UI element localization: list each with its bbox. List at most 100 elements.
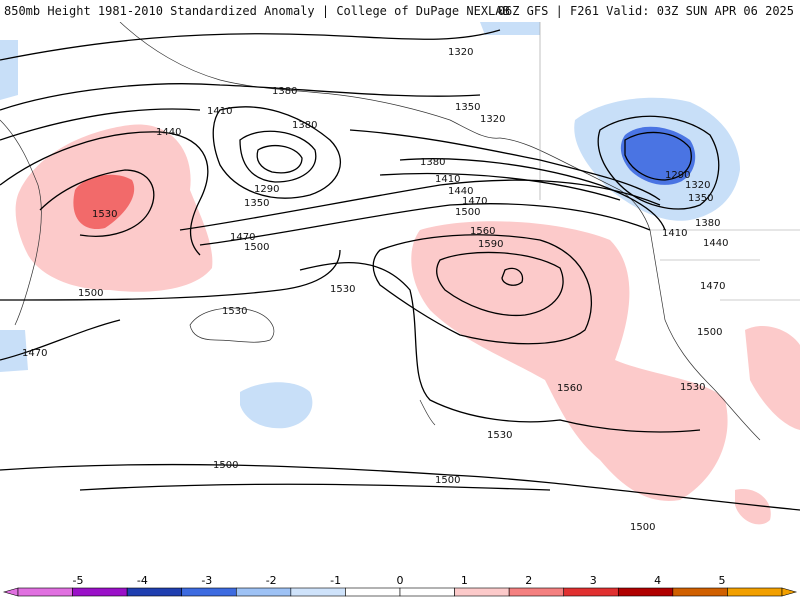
contour-1620-high	[501, 267, 524, 286]
contour-label: 1530	[92, 209, 117, 220]
colorbar-segment	[126, 587, 183, 597]
colorbar-segment	[290, 587, 346, 597]
contour-1320-canada	[597, 115, 720, 210]
contour-label: 1500	[78, 288, 103, 299]
colorbar-segment	[72, 587, 128, 597]
contour-label: 1500	[455, 207, 480, 218]
colorbar-tick-label: -5	[73, 574, 84, 587]
colorbar-tick-label: -3	[201, 574, 212, 587]
contour-label: 1500	[213, 460, 238, 471]
colorbar-segment	[563, 587, 619, 597]
negative-anomaly-nw	[0, 40, 18, 100]
colorbar-segment	[399, 587, 455, 597]
colorbar-segment	[235, 587, 292, 597]
contour-1530-west	[39, 169, 155, 237]
colorbar-tick-label: 4	[654, 574, 661, 587]
colorbar-segment	[345, 587, 401, 597]
strong-positive-anomaly-west	[73, 174, 135, 230]
contour-1320-low	[239, 130, 317, 183]
contour-label: 1470	[700, 281, 725, 292]
colorbar-tick-label: 5	[719, 574, 726, 587]
colorbar-segment	[17, 587, 73, 597]
colorbar-segment	[508, 587, 565, 597]
contour-1290-low	[256, 144, 303, 174]
contour-label: 1380	[420, 157, 445, 168]
contour-label: 1530	[330, 284, 355, 295]
contour-label: 1560	[557, 383, 582, 394]
contour-label: 1350	[688, 193, 713, 204]
contour-label: 1290	[254, 184, 279, 195]
colorbar-ticks: -5 -4 -3 -2 -1 0 1 2 3 4 5	[73, 574, 726, 587]
island-central	[189, 307, 275, 343]
contour-label: 1500	[244, 242, 269, 253]
negative-anomaly-central	[240, 382, 313, 429]
island-south	[419, 399, 436, 426]
height-anomaly-map: 1320 1380 1410 1440 1530 1470 1500 1380 …	[0, 22, 800, 572]
colorbar-segment	[181, 587, 237, 597]
contour-label: 1320	[480, 114, 505, 125]
contour-1530-pacific	[299, 261, 701, 433]
contour-label: 1530	[487, 430, 512, 441]
contour-label: 1440	[156, 127, 181, 138]
contour-1440-mid	[399, 158, 666, 231]
model-run-info: 06Z GFS | F261 Valid: 03Z SUN APR 06 202…	[497, 4, 794, 18]
map-title: 850mb Height 1981-2010 Standardized Anom…	[4, 4, 510, 18]
anomaly-colorbar: -5 -4 -3 -2 -1 0 1 2 3 4 5	[2, 574, 798, 597]
borders	[539, 22, 800, 301]
alaska-coast	[119, 22, 501, 139]
contour-1440-west	[0, 131, 209, 256]
contour-label: 1470	[230, 232, 255, 243]
colorbar-tick-label: -2	[266, 574, 277, 587]
strong-negative-anomaly-canada	[620, 126, 696, 185]
contour-1500-south-b	[79, 483, 551, 491]
contour-label: 1590	[478, 239, 503, 250]
contour-1470-sw	[0, 319, 121, 361]
contour-label: 1350	[455, 102, 480, 113]
colorbar-segment	[727, 587, 783, 597]
colorbar-tick-label: 3	[590, 574, 597, 587]
colorbar-tick-label: -1	[330, 574, 341, 587]
contour-label: 1500	[630, 522, 655, 533]
contour-label: 1440	[448, 186, 473, 197]
contour-1350-low	[212, 106, 341, 199]
contour-1320-north	[0, 29, 501, 61]
contour-label: 1470	[22, 348, 47, 359]
contour-label: 1380	[695, 218, 720, 229]
colorbar-arrow-left	[2, 587, 19, 597]
contour-label: 1290	[665, 170, 690, 181]
anomaly-shading	[0, 22, 800, 525]
negative-anomaly-sw	[0, 330, 28, 372]
colorbar-segment	[672, 587, 728, 597]
coastlines	[0, 22, 800, 441]
contour-1410-mid	[379, 172, 621, 201]
contour-1380-north	[0, 83, 481, 111]
contour-1500-mid	[199, 203, 651, 246]
contour-1410-west	[0, 108, 201, 141]
colorbar-segments	[2, 587, 798, 597]
height-contours	[0, 29, 800, 511]
colorbar-tick-label: -4	[137, 574, 148, 587]
positive-anomaly-pacific	[411, 221, 728, 501]
contour-label: 1440	[703, 238, 728, 249]
contour-1500-south	[0, 463, 800, 511]
contour-label: 1410	[435, 174, 460, 185]
positive-anomaly-southeast	[745, 325, 800, 430]
map-header: 850mb Height 1981-2010 Standardized Anom…	[0, 0, 800, 22]
contour-labels: 1320 1380 1410 1440 1530 1470 1500 1380 …	[22, 47, 728, 533]
colorbar-tick-label: 1	[461, 574, 468, 587]
contour-label: 1530	[222, 306, 247, 317]
contour-label: 1350	[244, 198, 269, 209]
contour-label: 1410	[207, 106, 232, 117]
contour-label: 1470	[462, 196, 487, 207]
contour-1590-high	[436, 251, 564, 317]
contour-1560-high	[372, 234, 592, 345]
colorbar-segment	[454, 587, 510, 597]
contour-1470-mid	[179, 179, 661, 231]
colorbar-tick-label: 0	[397, 574, 404, 587]
contour-label: 1380	[272, 86, 297, 97]
contour-1290-canada	[624, 131, 692, 181]
contour-1380-mid	[349, 129, 661, 201]
contour-label: 1560	[470, 226, 495, 237]
contour-label: 1320	[448, 47, 473, 58]
colorbar-segment	[617, 587, 674, 597]
